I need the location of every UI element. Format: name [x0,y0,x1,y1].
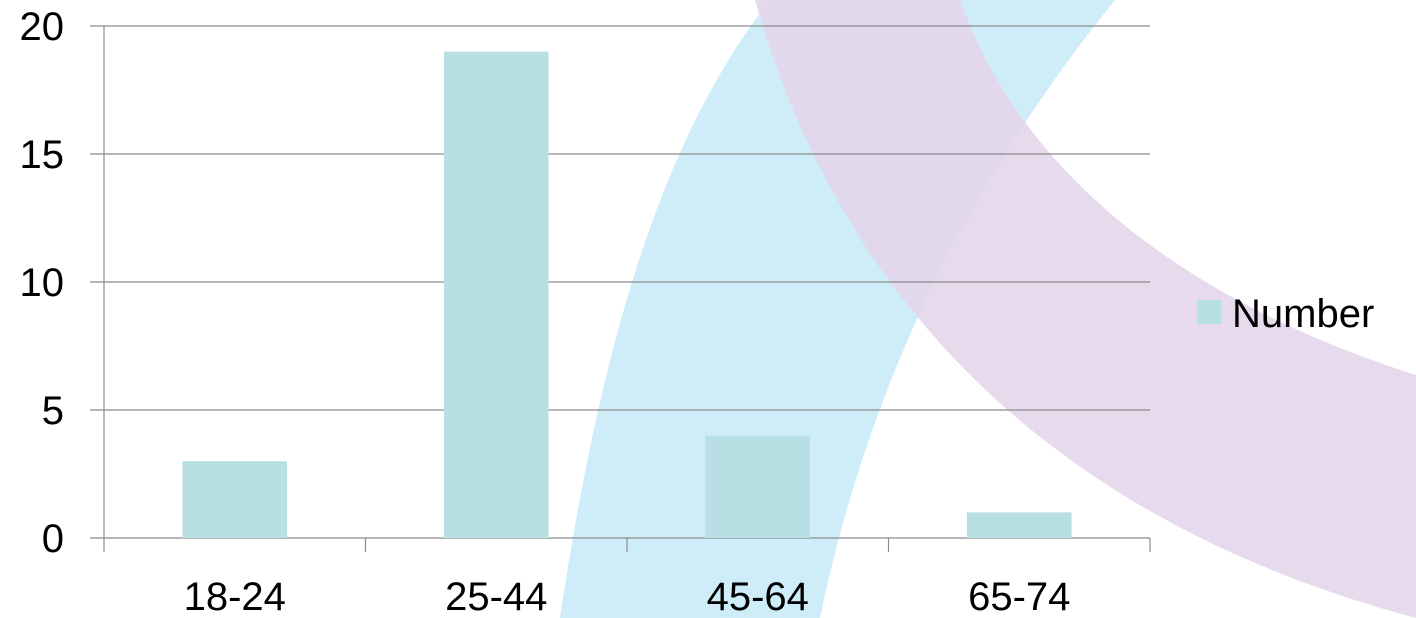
bar [705,435,811,538]
x-tick-label: 18-24 [184,575,286,618]
x-axis-ticks: 18-24 25-44 45-64 65-74 [184,575,1071,618]
bars [182,51,1072,538]
legend-swatch [1197,300,1221,324]
x-tick-label: 45-64 [707,575,809,618]
y-tick-label: 15 [20,133,65,177]
y-tick-label: 0 [42,517,64,561]
bar [443,51,549,538]
legend: Number [1197,292,1374,336]
x-tick-label: 65-74 [968,575,1070,618]
y-axis-ticks: 0 5 10 15 20 [20,5,65,561]
axes [103,26,1151,552]
legend-label: Number [1232,292,1374,336]
y-tick-label: 10 [20,261,65,305]
y-tick-label: 20 [20,5,65,49]
x-tick-label: 25-44 [445,575,547,618]
bar [182,461,288,538]
y-tick-label: 5 [42,389,64,433]
bar [966,512,1072,538]
